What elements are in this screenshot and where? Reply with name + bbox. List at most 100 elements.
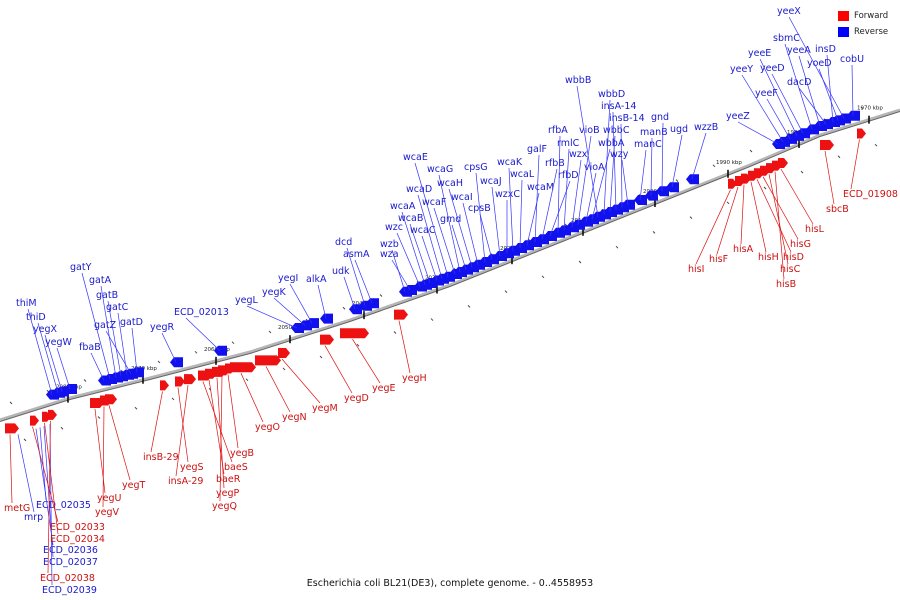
gene-label-wzzB: wzzB: [694, 122, 718, 133]
axis-tick-label: 1970 kbp: [857, 106, 883, 112]
gene-label-gmd: gmd: [440, 214, 461, 225]
gene-label-rfbB: rfbB: [545, 158, 565, 169]
gene-leader: [774, 171, 785, 280]
gene-label-ECD_02038: ECD_02038: [40, 573, 95, 584]
gene-label-wcaH: wcaH: [437, 178, 463, 189]
lane-dash: [268, 330, 272, 334]
gene-label-yegH: yegH: [402, 373, 427, 384]
lane-dash: [9, 401, 13, 405]
gene-ECD_02038: [48, 409, 57, 420]
gene-label-hisD: hisD: [783, 252, 804, 263]
gene-label-insB-14: insB-14: [609, 113, 645, 124]
gene-yegE: [340, 328, 369, 339]
lane-dash: [800, 170, 804, 174]
gene-leader: [585, 172, 597, 222]
gene-leader: [826, 54, 834, 122]
gene-label-udk: udk: [332, 266, 350, 277]
gene-leader: [417, 194, 443, 279]
gene-leader: [396, 232, 421, 287]
gene-label-ECD_02034: ECD_02034: [50, 534, 105, 545]
lane-dash: [83, 379, 87, 382]
gene-label-yegQ: yegQ: [212, 501, 237, 512]
gene-leader: [81, 272, 111, 380]
gene-leader: [557, 135, 561, 233]
gene-leader: [105, 330, 132, 374]
lane-dash: [749, 149, 753, 153]
gene-leader: [317, 284, 327, 319]
gene-metG: [5, 423, 19, 434]
gene-label-gatC: gatC: [106, 302, 129, 313]
gene-label-gatZ: gatZ: [94, 320, 117, 331]
gene-label-yegX: yegX: [33, 324, 57, 335]
gene-leader: [100, 285, 117, 378]
gene-label-cobU: cobU: [840, 54, 864, 65]
gene-label-ECD_02035: ECD_02035: [36, 500, 91, 511]
gene-leader: [737, 121, 779, 145]
gene-label-yeeD: yeeD: [760, 63, 785, 74]
lane-dash: [379, 294, 383, 297]
gene-label-hisC: hisC: [780, 264, 801, 275]
gene-leader: [784, 43, 813, 130]
gene-label-vioB: vioB: [579, 125, 600, 136]
gene-label-wcaD: wcaD: [406, 184, 432, 195]
gene-label-manB: manB: [640, 127, 668, 138]
lane-dash: [837, 155, 841, 159]
gene-yegM: [278, 348, 290, 359]
gene-insA-29: [184, 374, 196, 385]
gene-manC: [634, 195, 647, 205]
lane-dash: [319, 355, 323, 359]
gene-asmA: [366, 298, 379, 309]
gene-leader: [414, 162, 449, 277]
gene-label-yegE: yegE: [372, 383, 396, 394]
gene-alkA: [320, 313, 333, 324]
gene-label-ugd: ugd: [670, 124, 688, 135]
gene-leader: [343, 276, 356, 310]
gene-label-mrp: mrp: [24, 512, 43, 523]
axis-tick-label: 2070 kbp: [131, 366, 157, 372]
gene-label-yeeF: yeeF: [755, 88, 778, 99]
gene-leader: [107, 300, 122, 377]
gene-leader: [621, 159, 629, 205]
gene-leader: [671, 134, 683, 188]
gene-label-sbcB: sbcB: [826, 204, 849, 215]
gene-leader: [650, 137, 653, 196]
gene-leader: [219, 376, 223, 502]
gene-label-yegK: yegK: [262, 287, 286, 298]
gene-udk: [349, 304, 362, 315]
gene-leader: [451, 224, 467, 270]
gene-label-manC: manC: [634, 139, 662, 150]
gene-ECD_01908: [857, 128, 866, 139]
gene-label-dcd: dcd: [335, 237, 352, 248]
gene-leader: [265, 366, 291, 413]
gene-leader: [240, 373, 264, 423]
gene-label-wcaC: wcaC: [410, 225, 436, 236]
gene-leader: [695, 189, 731, 265]
gene-label-alkA: alkA: [306, 274, 327, 285]
gene-yeeD: [797, 128, 810, 139]
lane-dash: [763, 186, 767, 190]
gene-leader: [571, 159, 582, 228]
gene-label-metG: metG: [4, 503, 30, 514]
gene-label-yeeZ: yeeZ: [726, 111, 750, 122]
gene-leader: [421, 235, 438, 281]
gene-label-wza: wza: [380, 249, 399, 260]
lane-dash: [194, 350, 198, 354]
gene-leader: [762, 176, 799, 240]
gene-gatD: [131, 367, 144, 378]
gene-leader: [780, 168, 814, 225]
gene-label-wcaE: wcaE: [403, 152, 428, 163]
gene-label-yeeA: yeeA: [787, 45, 811, 56]
legend: Forward Reverse: [838, 9, 888, 41]
gene-label-ECD_01908: ECD_01908: [843, 189, 898, 200]
gene-leader: [612, 111, 617, 210]
lane-dash: [342, 306, 346, 310]
gene-label-hisL: hisL: [805, 224, 825, 235]
gene-leader: [401, 211, 426, 285]
gene-leader: [281, 358, 321, 404]
gene-label-yegN: yegN: [282, 412, 307, 423]
gene-label-wzb: wzb: [380, 239, 399, 250]
gene-label-wbbD: wbbD: [598, 89, 625, 100]
lane-dash: [874, 143, 878, 147]
gene-leader: [576, 85, 599, 217]
